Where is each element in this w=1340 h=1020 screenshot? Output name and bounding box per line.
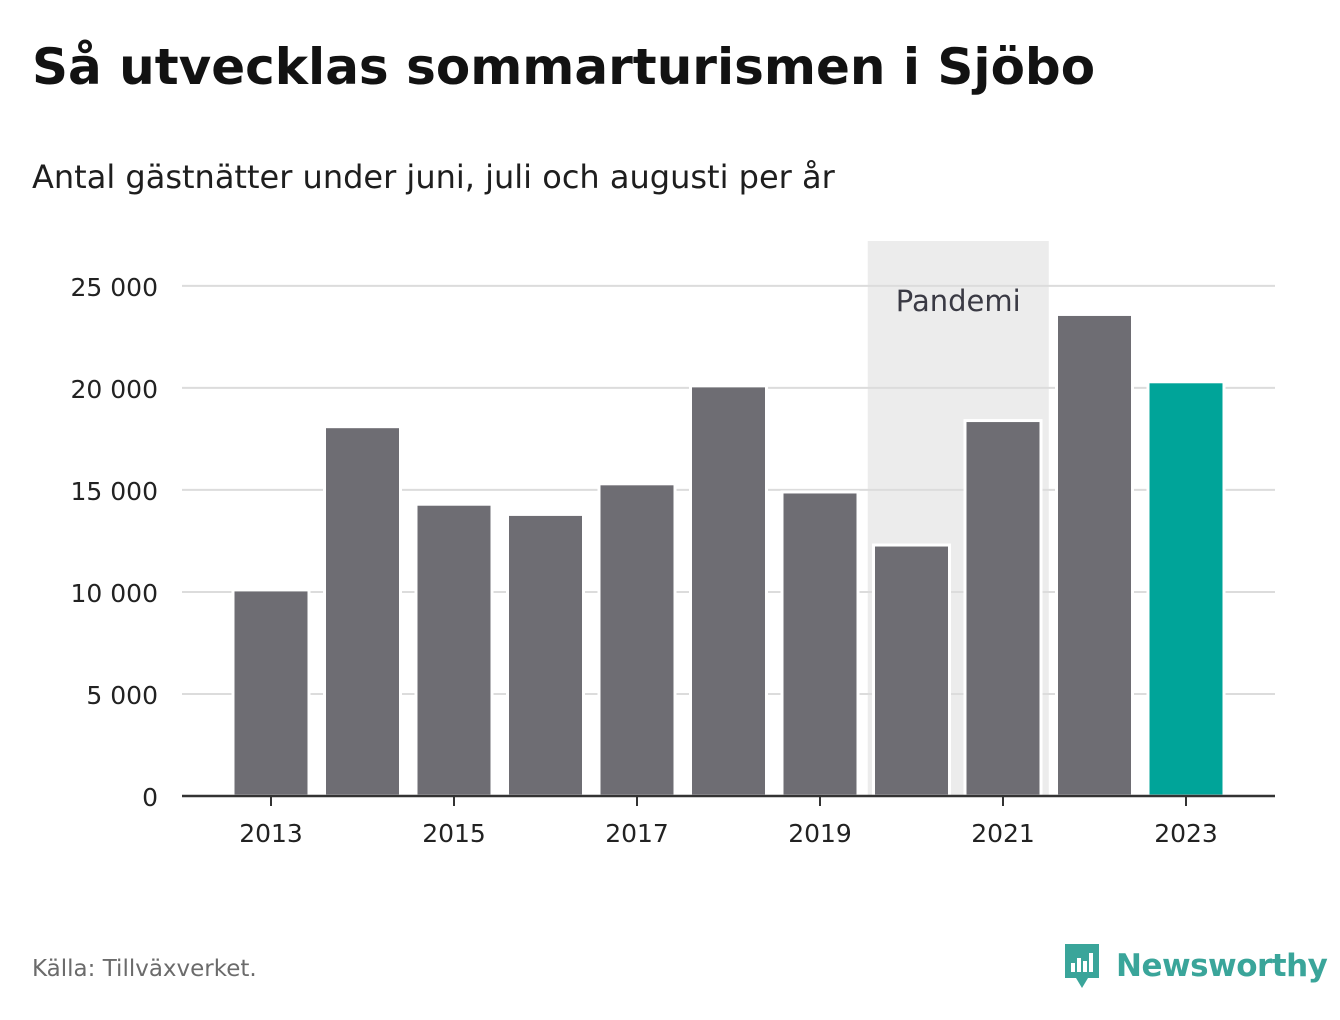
bar-2017 xyxy=(597,482,677,798)
newsworthy-logo-icon xyxy=(1065,944,1099,988)
bar-2016 xyxy=(506,512,585,798)
bar-2023 xyxy=(1146,380,1226,798)
chart-subtitle: Antal gästnätter under juni, juli och au… xyxy=(32,158,835,196)
y-tick-label: 0 xyxy=(142,783,158,812)
chart-title: Så utvecklas sommarturismen i Sjöbo xyxy=(32,38,1096,96)
bar-2022 xyxy=(1055,312,1134,798)
y-tick-label: 5 000 xyxy=(86,681,158,710)
y-tick-label: 10 000 xyxy=(71,579,158,608)
x-tick-label: 2019 xyxy=(788,819,852,848)
bar-chart: 0 5 000 10 000 15 000 20 000 25 000 Pandemi 201… xyxy=(71,241,1275,848)
source-note: Källa: Tillväxverket. xyxy=(32,956,257,982)
bar-2015 xyxy=(414,502,494,798)
annotation-label: Pandemi xyxy=(896,284,1021,318)
x-tick-label: 2017 xyxy=(605,819,669,848)
bar-2021 xyxy=(963,419,1043,798)
bar-2013 xyxy=(231,588,311,798)
bar-2014 xyxy=(323,425,402,798)
bar-2018 xyxy=(689,384,768,798)
x-tick-label: 2013 xyxy=(239,819,303,848)
bar-2019 xyxy=(780,490,860,798)
y-tick-label: 20 000 xyxy=(71,375,158,404)
y-tick-label: 25 000 xyxy=(71,273,158,302)
bar-2020 xyxy=(872,543,951,798)
x-tick-label: 2021 xyxy=(971,819,1035,848)
y-tick-label: 15 000 xyxy=(71,477,158,506)
brand-logo: Newsworthy xyxy=(1062,940,1328,992)
x-tick-label: 2015 xyxy=(422,819,486,848)
brand-name: Newsworthy xyxy=(1116,948,1328,984)
x-tick-label: 2023 xyxy=(1154,819,1218,848)
